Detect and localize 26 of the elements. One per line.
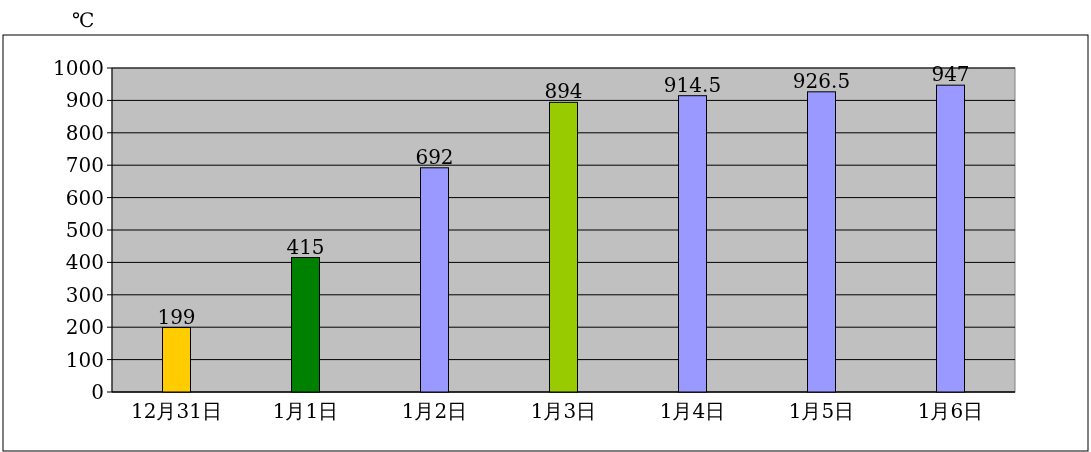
x-tick-label: 1月1日	[272, 399, 339, 423]
x-tick-label: 1月3日	[530, 399, 597, 423]
y-tick-label: 900	[65, 88, 104, 113]
y-tick-label: 0	[91, 380, 104, 404]
y-tick-label: 200	[65, 315, 104, 340]
y-tick-label: 600	[65, 185, 104, 210]
y-tick-label: 800	[65, 120, 104, 145]
x-tick-label: 1月4日	[659, 399, 726, 423]
data-label: 692	[415, 144, 454, 169]
y-tick-label: 500	[65, 218, 104, 242]
data-label: 894	[544, 79, 583, 104]
data-label: 926.5	[792, 68, 851, 93]
data-label: 914.5	[663, 72, 722, 97]
y-tick-label: 1000	[53, 56, 104, 80]
y-axis-title: ℃	[72, 8, 95, 32]
x-tick-label: 1月2日	[401, 399, 468, 423]
x-tick-label: 1月5日	[788, 399, 855, 423]
data-label: 199	[157, 304, 196, 329]
y-tick-label: 100	[65, 347, 104, 372]
data-label: 415	[286, 234, 325, 259]
x-tick-label: 12月31日	[131, 399, 222, 423]
x-tick-label: 1月6日	[917, 399, 984, 423]
y-tick-label: 400	[65, 250, 104, 275]
y-tick-label: 300	[65, 282, 104, 307]
y-tick-label: 700	[65, 153, 104, 178]
data-label: 947	[931, 62, 970, 87]
